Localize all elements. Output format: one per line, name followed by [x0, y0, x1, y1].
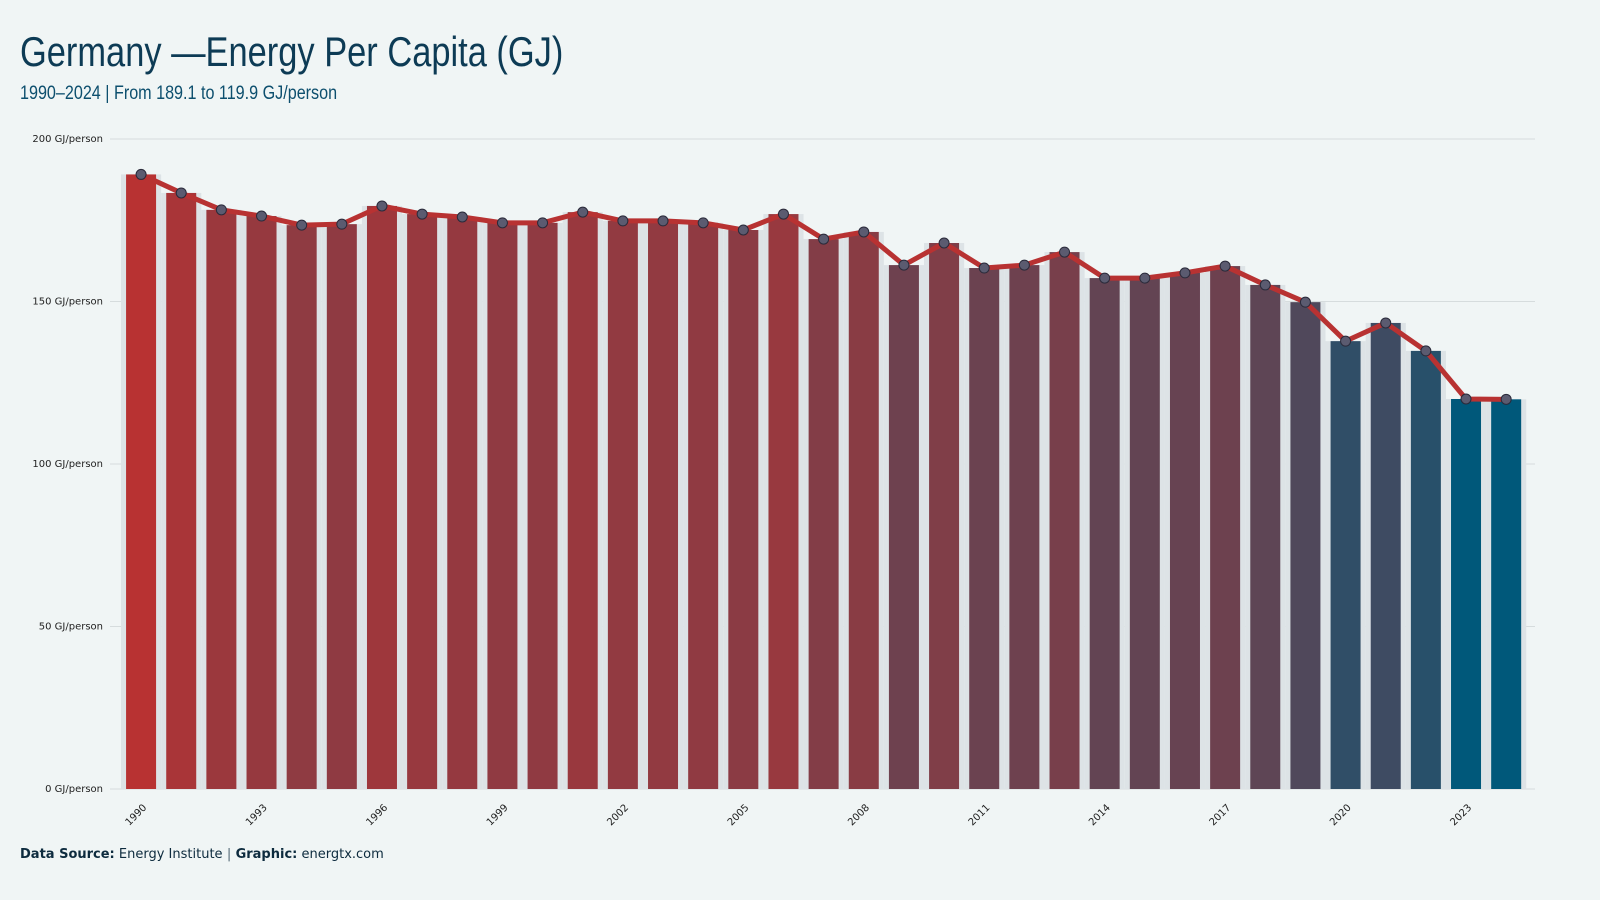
bar [888, 265, 919, 790]
bar [1330, 341, 1361, 789]
bar [487, 222, 518, 790]
bar [607, 220, 638, 789]
point [898, 259, 910, 271]
y-tick-label: 200 GJ/person [32, 134, 103, 145]
point [1420, 345, 1432, 357]
x-tick-label: 2023 [1448, 802, 1474, 828]
source-label: Data Source: [20, 847, 115, 862]
y-tick-label: 100 GJ/person [32, 459, 103, 470]
point [537, 217, 549, 229]
point [416, 208, 428, 220]
x-tick-label: 2011 [967, 802, 993, 828]
point [376, 200, 388, 212]
bar [527, 222, 558, 790]
point [256, 210, 268, 222]
bar [1210, 266, 1241, 789]
point [1219, 260, 1231, 272]
x-tick-label: 1996 [364, 802, 390, 828]
y-tick-label: 50 GJ/person [39, 622, 103, 633]
bar [768, 214, 799, 789]
point [777, 208, 789, 220]
point [1179, 267, 1191, 279]
point [1139, 272, 1151, 284]
point [135, 168, 147, 180]
bar [447, 217, 478, 789]
chart-title: Germany —Energy Per Capita (GJ) [20, 29, 563, 76]
point [617, 215, 629, 227]
x-tick-label: 2017 [1208, 802, 1234, 828]
point [737, 224, 749, 236]
bar [1009, 265, 1040, 790]
point [858, 226, 870, 238]
point [456, 211, 468, 223]
bar [1089, 278, 1120, 789]
source: Energy Institute [119, 847, 223, 862]
point [1340, 335, 1352, 347]
bar [1290, 302, 1321, 789]
point [336, 218, 348, 230]
point [1299, 296, 1311, 308]
graphic-label: Graphic: [236, 847, 298, 862]
bar [166, 192, 197, 789]
x-tick-label: 1999 [485, 802, 511, 828]
graphic: energtx.com [302, 847, 384, 862]
x-tick-label: 2020 [1328, 802, 1354, 828]
point [1059, 246, 1071, 258]
point [215, 204, 227, 216]
point [1460, 393, 1472, 405]
bar [206, 209, 237, 790]
bar [407, 214, 438, 789]
bar [1250, 284, 1281, 789]
x-tick-label: 1993 [244, 802, 270, 828]
point [1018, 259, 1030, 271]
bar [286, 225, 317, 789]
point [175, 187, 187, 199]
y-tick-label: 0 GJ/person [45, 784, 103, 795]
bar [728, 230, 759, 789]
x-tick-label: 1990 [124, 802, 150, 828]
bar [1451, 399, 1482, 789]
bar [648, 220, 679, 789]
bar [126, 174, 157, 790]
bar [1129, 278, 1160, 789]
separator: | [227, 847, 232, 862]
bar [366, 205, 397, 789]
x-tick-label: 2008 [846, 802, 872, 828]
bar [1410, 350, 1441, 789]
point [1500, 393, 1512, 405]
bar [1491, 399, 1522, 789]
point [1259, 279, 1271, 291]
point [657, 215, 669, 227]
y-tick-label: 150 GJ/person [32, 297, 103, 308]
bar [969, 268, 1000, 789]
x-tick-label: 2014 [1087, 802, 1113, 828]
bar [1049, 252, 1080, 790]
point [496, 217, 508, 229]
bar [688, 222, 719, 790]
bar [1370, 322, 1401, 789]
point [697, 217, 709, 229]
chart-subtitle: 1990–2024 | From 189.1 to 119.9 GJ/perso… [20, 82, 337, 104]
footer: Data Source: Energy Institute | Graphic:… [20, 847, 384, 862]
x-tick-label: 2005 [726, 802, 752, 828]
bar [808, 239, 839, 790]
bar [1169, 272, 1200, 789]
point [938, 237, 950, 249]
point [1380, 317, 1392, 329]
point [296, 219, 308, 231]
bar [326, 224, 357, 789]
x-tick-label: 2002 [605, 802, 631, 828]
point [978, 262, 990, 274]
bar [929, 243, 960, 789]
point [577, 206, 589, 218]
point [1099, 272, 1111, 284]
bar [246, 216, 277, 789]
bar [567, 212, 598, 789]
bar [848, 231, 879, 789]
point [818, 233, 830, 245]
